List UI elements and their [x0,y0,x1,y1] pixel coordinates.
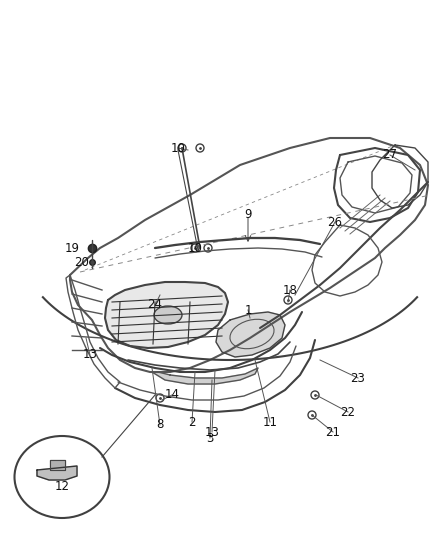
Polygon shape [50,460,65,470]
Text: 21: 21 [325,425,340,439]
Polygon shape [105,282,228,348]
Text: 14: 14 [165,389,180,401]
Text: 24: 24 [148,298,162,311]
Text: 1: 1 [244,303,252,317]
Ellipse shape [154,306,182,324]
Circle shape [156,394,164,402]
Circle shape [308,411,316,419]
Polygon shape [216,312,285,357]
Ellipse shape [14,436,110,518]
Text: 13: 13 [205,425,219,439]
Circle shape [191,244,199,252]
Text: 11: 11 [262,416,278,429]
Circle shape [196,144,204,152]
Text: 12: 12 [54,481,70,494]
Text: 26: 26 [328,215,343,229]
Text: 10: 10 [187,241,202,254]
Text: 3: 3 [206,432,214,445]
Text: 23: 23 [350,372,365,384]
Circle shape [311,391,319,399]
Circle shape [178,144,186,152]
Text: 20: 20 [74,255,89,269]
Text: 19: 19 [64,241,80,254]
Text: 13: 13 [82,349,97,361]
Text: 2: 2 [188,416,196,429]
Text: 22: 22 [340,406,356,418]
Text: 8: 8 [156,418,164,432]
Circle shape [284,296,292,304]
Polygon shape [152,368,258,384]
Text: 27: 27 [382,149,398,161]
Circle shape [204,244,212,252]
Text: 10: 10 [170,141,185,155]
Polygon shape [37,466,77,480]
Text: 18: 18 [283,284,297,296]
Text: 9: 9 [244,208,252,222]
